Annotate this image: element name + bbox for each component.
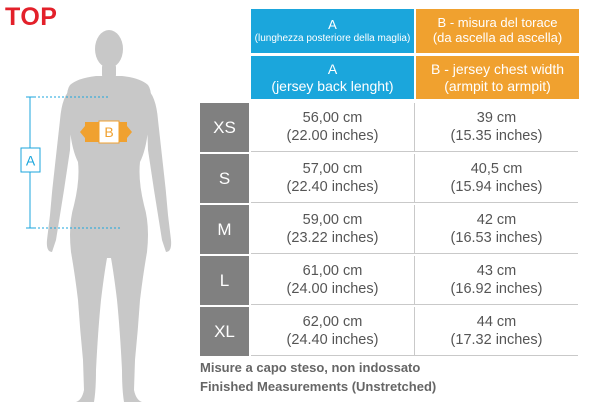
header-a-italian: A (lunghezza posteriore della maglia): [251, 9, 414, 53]
table-row: L 61,00 cm (24.00 inches) 43 cm (16.92 i…: [200, 256, 579, 307]
measurement-a-label: A: [26, 153, 36, 169]
table-row: XS 56,00 cm (22.00 inches) 39 cm (15.35 …: [200, 103, 579, 154]
note-italian: Misure a capo steso, non indossato: [200, 360, 421, 375]
measurement-b-label: B: [104, 124, 113, 140]
back-length-cell: 61,00 cm (24.00 inches): [251, 256, 415, 305]
back-length-cell: 59,00 cm (23.22 inches): [251, 205, 415, 254]
measurement-a-marker: A: [20, 96, 120, 229]
header-b-english: B - jersey chest width (armpit to armpit…: [416, 56, 579, 99]
size-chart-table: A (lunghezza posteriore della maglia) B …: [200, 9, 579, 358]
chest-width-cell: 39 cm (15.35 inches): [415, 103, 578, 152]
header-row-english: A (jersey back lenght) B - jersey chest …: [200, 56, 579, 99]
body-figure-illustration: A B: [20, 30, 172, 402]
measurement-b-marker: B: [80, 120, 132, 144]
table-row: M 59,00 cm (23.22 inches) 42 cm (16.53 i…: [200, 205, 579, 256]
table-row: XL 62,00 cm (24.40 inches) 44 cm (17.32 …: [200, 307, 579, 358]
header-b-italian: B - misura del torace (da ascella ad asc…: [416, 9, 579, 53]
header-a-english: A (jersey back lenght): [251, 56, 414, 99]
back-length-cell: 57,00 cm (22.40 inches): [251, 154, 415, 203]
size-label: XS: [200, 103, 249, 152]
chest-width-cell: 43 cm (16.92 inches): [415, 256, 578, 305]
size-label: L: [200, 256, 249, 305]
table-row: S 57,00 cm (22.40 inches) 40,5 cm (15.94…: [200, 154, 579, 205]
back-length-cell: 62,00 cm (24.40 inches): [251, 307, 415, 356]
size-label: S: [200, 154, 249, 203]
header-row-italian: A (lunghezza posteriore della maglia) B …: [200, 9, 579, 53]
back-length-cell: 56,00 cm (22.00 inches): [251, 103, 415, 152]
note-english: Finished Measurements (Unstretched): [200, 379, 437, 394]
size-rows: XS 56,00 cm (22.00 inches) 39 cm (15.35 …: [200, 103, 579, 358]
chest-width-cell: 40,5 cm (15.94 inches): [415, 154, 578, 203]
page-title: TOP: [5, 3, 58, 31]
size-label: XL: [200, 307, 249, 356]
chest-width-cell: 44 cm (17.32 inches): [415, 307, 578, 356]
size-label: M: [200, 205, 249, 254]
measurement-notes: Misure a capo steso, non indossato Finis…: [200, 358, 436, 396]
chest-width-cell: 42 cm (16.53 inches): [415, 205, 578, 254]
